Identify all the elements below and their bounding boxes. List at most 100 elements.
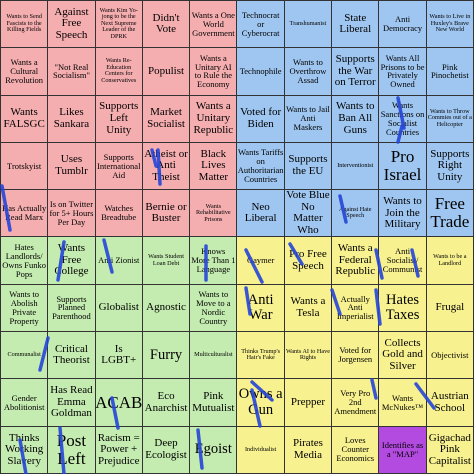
cell-anti-socialist-communist[interactable]: Anti Socialist/ Communist (379, 237, 427, 285)
cell-has-read-emma-goldman[interactable]: Has Read Emma Goldman (48, 379, 96, 427)
cell-wants-student-loan-debt[interactable]: Wants Student Loan Debt (142, 237, 191, 285)
cell-racism-power-prejudice[interactable]: Racism = Power + Prejudice (95, 426, 143, 474)
cell-wants-kim-yo-jong-to-be-the-next-supreme[interactable]: Wants Kim Yo-jong to be the Next Supreme… (95, 1, 143, 49)
cell-wants-tariffs-on-authoritarian-countries[interactable]: Wants Tariffs on Authoritarian Countries (237, 142, 285, 191)
cell-pink-mutualist[interactable]: Pink Mutualist (190, 379, 238, 427)
cell-not-real-socialism[interactable]: "Not Real Socialism" (48, 48, 96, 96)
cell-is-lgbt[interactable]: Is LGBT+ (95, 332, 143, 380)
cell-individualist[interactable]: Individualist (237, 426, 285, 474)
cell-frugal[interactable]: Frugal (426, 284, 474, 333)
cell-wants-a-one-world-government[interactable]: Wants a One World Government (190, 1, 238, 49)
cell-acab[interactable]: ACAB (95, 379, 143, 427)
cell-furry[interactable]: Furry (142, 332, 191, 380)
cell-wants-to-abolish-private-property[interactable]: Wants to Abolish Private Property (1, 284, 49, 333)
cell-prepper[interactable]: Prepper (284, 379, 333, 427)
cell-very-pro-2nd-amendment[interactable]: Very Pro 2nd Amendment (332, 379, 380, 427)
cell-supports-international-aid[interactable]: Supports International Aid (95, 142, 143, 191)
cell-thinks-trump-s-hair-s-fake[interactable]: Thinks Trump's Hair's Fake (237, 332, 285, 380)
cell-technophile[interactable]: Technophile (237, 48, 285, 96)
cell-wants-rehabilitative-prisons[interactable]: Wants Rehabilitative Prisons (190, 190, 238, 238)
cell-technocrat-or-cyberocrat[interactable]: Technocrat or Cyberocrat (237, 1, 285, 49)
cell-wants-to-send-fascists-to-the-killing-fi[interactable]: Wants to Send Fascists to the Killing Fi… (1, 1, 49, 49)
cell-free-trade[interactable]: Free Trade (426, 190, 474, 238)
cell-pirates-media[interactable]: Pirates Media (284, 426, 333, 474)
cell-wants-to-join-the-military[interactable]: Wants to Join the Military (379, 190, 427, 238)
cell-wants-a-unitary-ai-to-rule-the-economy[interactable]: Wants a Unitary AI to Rule the Economy (190, 48, 238, 96)
cell-anti-democracy[interactable]: Anti Democracy (379, 1, 427, 49)
cell-egoist[interactable]: Egoist (190, 426, 238, 474)
cell-pro-free-speech[interactable]: Pro Free Speech (284, 237, 333, 285)
cell-identifies-as-a-map[interactable]: Identifies as a "MAP" (379, 426, 427, 474)
cell-objectivist[interactable]: Objectivist (426, 332, 474, 380)
cell-eco-anarchist[interactable]: Eco Anarchist (142, 379, 191, 427)
cell-anti-zionist[interactable]: Anti Zionist (95, 237, 143, 285)
cell-supports-left-unity[interactable]: Supports Left Unity (95, 95, 143, 143)
cell-wants-a-cultural-revolution[interactable]: Wants a Cultural Revolution (1, 48, 49, 96)
cell-actually-anti-imperialist[interactable]: Actually Anti Imperialist (332, 284, 380, 333)
cell-vote-blue-no-matter-who[interactable]: Vote Blue No Matter Who (284, 190, 333, 238)
cell-watches-breadtube[interactable]: Watches Breadtube (95, 190, 143, 238)
cell-likes-sankara[interactable]: Likes Sankara (48, 95, 96, 143)
cell-populist[interactable]: Populist (142, 48, 191, 96)
cell-wants-a-unitary-republic[interactable]: Wants a Unitary Republic (190, 95, 238, 143)
cell-wants-free-college[interactable]: Wants Free College (48, 237, 96, 285)
cell-wants-to-jail-anti-maskers[interactable]: Wants to Jail Anti Maskers (284, 95, 333, 143)
cell-wants-to-move-to-a-nordic-country[interactable]: Wants to Move to a Nordic Country (190, 284, 238, 333)
cell-wants-to-live-in-huxley-s-brave-new-worl[interactable]: Wants to Live in Huxley's Brave New Worl… (426, 1, 474, 49)
cell-gaymer[interactable]: Gaymer (237, 237, 285, 285)
cell-agnostic[interactable]: Agnostic (142, 284, 191, 333)
cell-wants-a-tesla[interactable]: Wants a Tesla (284, 284, 333, 333)
cell-supports-the-war-on-terror[interactable]: Supports the War on Terror (332, 48, 380, 96)
cell-deep-ecologist[interactable]: Deep Ecologist (142, 426, 191, 474)
cell-interventionist[interactable]: Interventionist (332, 142, 380, 191)
cell-hates-taxes[interactable]: Hates Taxes (379, 284, 427, 333)
cell-market-socialist[interactable]: Market Socialist (142, 95, 191, 143)
cell-wants-falsgc[interactable]: Wants FALSGC (1, 95, 49, 143)
cell-collects-gold-and-silver[interactable]: Collects Gold and Silver (379, 332, 427, 380)
cell-pink-pinochetist[interactable]: Pink Pinochetist (426, 48, 474, 96)
cell-wants-to-overthrow-assad[interactable]: Wants to Overthrow Assad (284, 48, 333, 96)
cell-loves-counter-economics[interactable]: Loves Counter Economics (332, 426, 380, 474)
cell-wants-to-be-a-landlord[interactable]: Wants to be a Landlord (426, 237, 474, 285)
cell-state-liberal[interactable]: State Liberal (332, 1, 380, 49)
cell-didn-t-vote[interactable]: Didn't Vote (142, 1, 191, 49)
cell-wants-ai-to-have-rights[interactable]: Wants AI to Have Rights (284, 332, 333, 380)
cell-voted-for-jorgensen[interactable]: Voted for Jorgensen (332, 332, 380, 380)
cell-transhumanist[interactable]: Transhumanist (284, 1, 333, 49)
cell-supports-right-unity[interactable]: Supports Right Unity (426, 142, 474, 191)
cell-is-on-twitter-for-5-hours-per-day[interactable]: Is on Twitter for 5+ Hours Per Day (48, 190, 96, 238)
cell-has-actually-read-marx[interactable]: Has Actually Read Marx (1, 190, 49, 238)
cell-thinks-working-slavery[interactable]: Thinks Working Slavery (1, 426, 49, 474)
cell-supports-the-eu[interactable]: Supports the EU (284, 142, 333, 191)
cell-critical-theorist[interactable]: Critical Theorist (48, 332, 96, 380)
cell-anti-war[interactable]: Anti War (237, 284, 285, 333)
cell-wants-a-federal-republic[interactable]: Wants a Federal Republic (332, 237, 380, 285)
cell-wants-all-prisons-to-be-privately-owned[interactable]: Wants All Prisons to be Privately Owned (379, 48, 427, 96)
cell-supports-planned-parenthood[interactable]: Supports Planned Parenthood (48, 284, 96, 333)
cell-bernie-or-buster[interactable]: Bernie or Buster (142, 190, 191, 238)
cell-wants-to-ban-all-guns[interactable]: Wants to Ban All Guns (332, 95, 380, 143)
cell-post-left[interactable]: Post Left (48, 426, 96, 474)
cell-wants-to-throw-commies-out-of-a-helicopt[interactable]: Wants to Throw Commies out of a Helicopt… (426, 95, 474, 143)
cell-atheist-or-anti-theist[interactable]: Atheist or Anti Theist (142, 142, 191, 191)
cell-against-hate-speech[interactable]: Against Hate Speech (332, 190, 380, 238)
cell-wants-sanctions-on-socialist-countries[interactable]: Wants Sanctions on Socialist Countries (379, 95, 427, 143)
cell-trotskyist[interactable]: Trotskyist (1, 142, 49, 191)
cell-uses-tumblr[interactable]: Uses Tumblr (48, 142, 96, 191)
cell-gigachad-pink-capitalist[interactable]: Gigachad Pink Capitalist (426, 426, 474, 474)
cell-neo-liberal[interactable]: Neo Liberal (237, 190, 285, 238)
cell-wants-mcnukes[interactable]: Wants McNukes™ (379, 379, 427, 427)
cell-pro-israel[interactable]: Pro Israel (379, 142, 427, 191)
cell-black-lives-matter[interactable]: Black Lives Matter (190, 142, 238, 191)
cell-against-free-speech[interactable]: Against Free Speech (48, 1, 96, 49)
cell-multiculturalist[interactable]: Multiculturalist (190, 332, 238, 380)
cell-wants-re-education-centers-for-conservat[interactable]: Wants Re-Education Centers for Conservat… (95, 48, 143, 96)
cell-knows-more-than-1-language[interactable]: Knows More Than 1 Language (190, 237, 238, 285)
cell-voted-for-biden[interactable]: Voted for Biden (237, 95, 285, 143)
cell-austrian-school[interactable]: Austrian School (426, 379, 474, 427)
cell-hates-landlords-owns-funko-pops[interactable]: Hates Landlords/ Owns Funko Pops (1, 237, 49, 285)
cell-communalist[interactable]: Communalist (1, 332, 49, 380)
cell-globalist[interactable]: Globalist (95, 284, 143, 333)
cell-gender-abolitionist[interactable]: Gender Abolitionist (1, 379, 49, 427)
cell-owns-a-gun[interactable]: Owns a Gun (237, 379, 285, 427)
